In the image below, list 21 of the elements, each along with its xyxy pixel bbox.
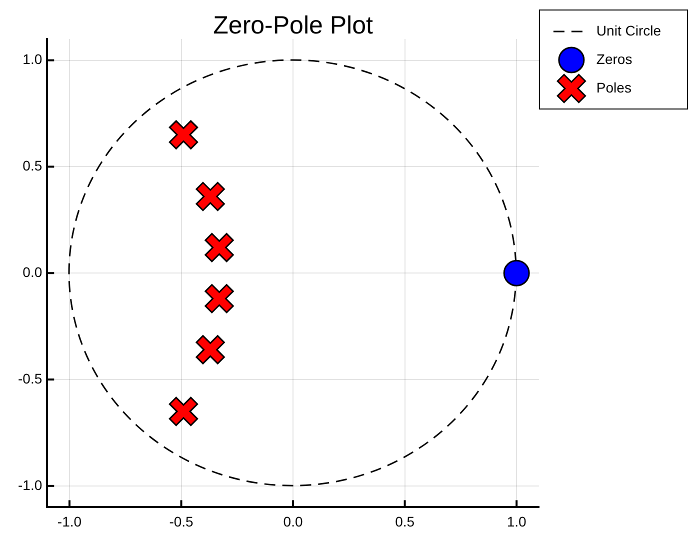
y-tick-label: 0.5 — [22, 158, 42, 174]
legend-label: Zeros — [596, 50, 632, 67]
chart-title: Zero-Pole Plot — [213, 11, 373, 40]
x-tick-label: 0.0 — [283, 513, 303, 530]
x-tick-label: -1.0 — [57, 513, 82, 530]
point — [204, 284, 234, 314]
y-tick-label: 1.0 — [22, 51, 42, 68]
point — [503, 260, 530, 286]
point — [204, 232, 234, 262]
x-tick-label: -0.5 — [169, 513, 194, 530]
x-tick-label: 0.5 — [395, 513, 415, 530]
point — [168, 120, 198, 150]
y-tick-label: 0.0 — [22, 264, 42, 280]
y-tick-label: -1.0 — [18, 476, 42, 493]
x-tick-label: 1.0 — [506, 513, 527, 530]
point — [196, 335, 225, 364]
y-tick-label: -0.5 — [18, 370, 42, 386]
legend-label: Poles — [596, 79, 632, 96]
point — [196, 182, 225, 212]
text: Unit Circle — [596, 22, 662, 38]
point — [168, 396, 198, 426]
